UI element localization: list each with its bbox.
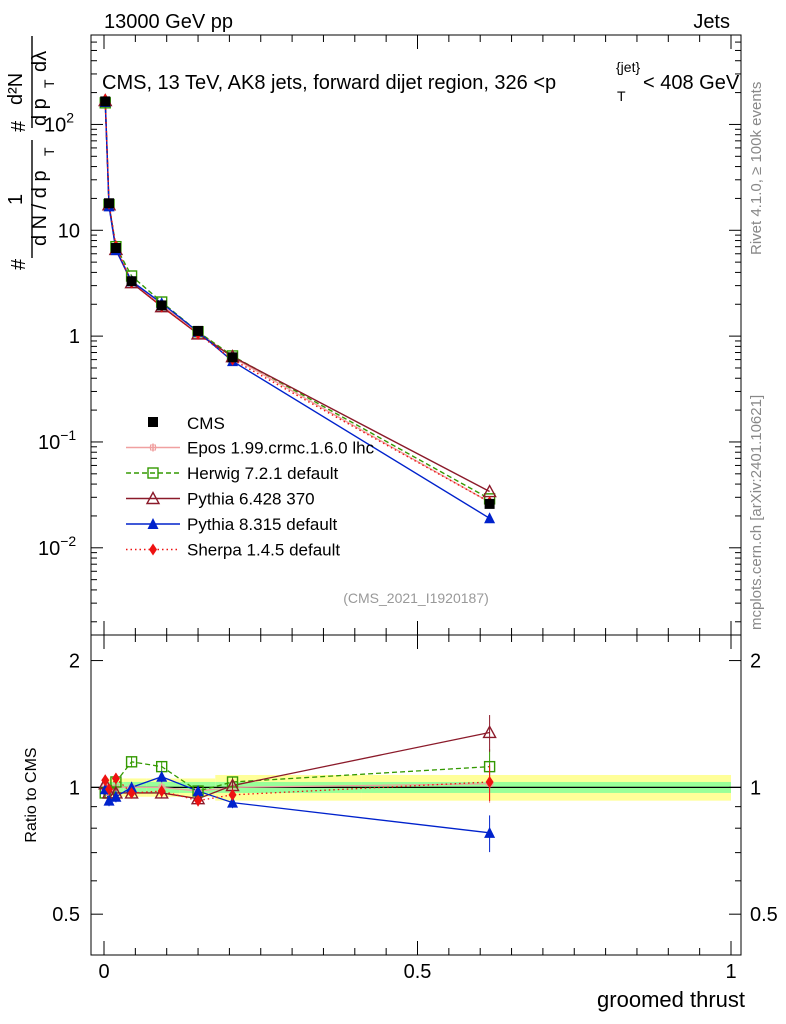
ratio-series-line — [104, 777, 490, 802]
legend-marker — [149, 543, 157, 556]
data-point — [126, 276, 137, 287]
legend-label: Pythia 6.428 370 — [187, 490, 315, 509]
y-label-right-den-sub: T — [41, 79, 57, 88]
y-label-left-den: d N / d p — [29, 170, 51, 246]
y-axis-label: # d N / d p T 1 # d²N d p T dλ — [5, 36, 57, 270]
legend-marker — [149, 443, 157, 452]
y-tick-label: 102 — [44, 109, 74, 136]
svg-text:CMS, 13 TeV, AK8 jets, forward: CMS, 13 TeV, AK8 jets, forward dijet reg… — [102, 72, 556, 94]
y-tick-label: 10−2 — [38, 533, 76, 560]
data-point — [227, 352, 238, 363]
data-point — [193, 325, 204, 336]
legend-entry: Pythia 8.315 default — [126, 515, 338, 534]
series-line — [104, 100, 490, 493]
legend-label: Epos 1.99.crmc.1.6.0 lhc — [187, 439, 375, 458]
x-tick-label: 0 — [98, 961, 109, 983]
site-label: mcplots.cern.ch [arXiv:2401.10621] — [748, 395, 765, 630]
data-point — [484, 498, 495, 509]
ratio-point — [105, 783, 114, 796]
ratio-tick-label: 1 — [69, 777, 80, 799]
series-line — [104, 101, 490, 519]
ratio-point — [110, 790, 122, 802]
legend-marker — [147, 467, 159, 479]
legend-label: Pythia 8.315 default — [187, 515, 338, 534]
process-label: Jets — [693, 11, 730, 33]
ratio-series-line — [105, 761, 490, 794]
energy-label: 13000 GeV pp — [104, 11, 233, 33]
rivet-label: Rivet 4.1.0, ≥ 100k events — [748, 82, 765, 255]
series-point — [484, 512, 496, 524]
ratio-tick-label-right: 1 — [750, 777, 761, 799]
x-tick-label: 1 — [725, 961, 736, 983]
ratio-point — [125, 756, 138, 768]
title-sup: {jet} — [616, 59, 640, 75]
ratio-point — [194, 794, 203, 807]
legend-entry: Pythia 6.428 370 — [126, 490, 315, 509]
ratio-point — [101, 774, 110, 787]
legend-entry: CMS — [148, 414, 225, 433]
data-point — [104, 198, 115, 209]
title-sub: T — [617, 88, 626, 104]
data-point — [156, 300, 167, 311]
ratio-tick-label-right: 2 — [750, 651, 761, 673]
main-axis-ticks: 10−2 10−1 1 10 102 0 0.5 1 — [38, 34, 741, 983]
ratio-point — [126, 781, 138, 793]
ratio-point — [485, 775, 494, 788]
y-label-hash-left: # — [8, 258, 30, 270]
legend-label: Sherpa 1.4.5 default — [187, 541, 340, 560]
title-tail: < 408 GeV — [643, 72, 740, 94]
analysis-watermark: (CMS_2021_I1920187) — [343, 590, 489, 606]
y-label-right-num: d²N — [5, 73, 27, 105]
ratio-point — [227, 796, 239, 808]
x-axis-label: groomed thrust — [597, 987, 745, 1012]
ratio-axis-ticks: 0.5 0.5 1 1 2 2 — [52, 651, 778, 927]
legend-entry: Epos 1.99.crmc.1.6.0 lhc — [126, 439, 375, 458]
y-label-one: 1 — [5, 194, 27, 205]
ratio-point — [192, 785, 204, 797]
ratio-series-layer — [98, 715, 497, 853]
main-data-layer — [100, 96, 495, 509]
data-point — [110, 243, 121, 254]
y-label-right-den-tail: dλ — [29, 51, 51, 72]
ratio-tick-label: 2 — [69, 651, 80, 673]
legend-marker — [145, 491, 161, 505]
x-tick-label: 0.5 — [404, 961, 432, 983]
data-point — [100, 96, 111, 107]
legend-marker — [147, 518, 159, 529]
legend: CMS Epos 1.99.crmc.1.6.0 lhc Herwig 7.2.1 … — [126, 414, 375, 560]
ratio-point — [228, 788, 237, 801]
legend-label: Herwig 7.2.1 default — [187, 464, 338, 483]
ratio-point — [127, 786, 136, 799]
legend-entry: Herwig 7.2.1 default — [126, 464, 338, 483]
y-tick-label: 1 — [69, 326, 80, 348]
chart-title: CMS, 13 TeV, AK8 jets, forward dijet reg… — [102, 59, 740, 104]
y-label-left-den-sub: T — [41, 147, 57, 156]
ratio-point — [156, 770, 168, 782]
ratio-point — [484, 826, 496, 838]
title-main: CMS, 13 TeV, AK8 jets, forward dijet reg… — [102, 72, 556, 94]
series-line — [104, 99, 490, 503]
y-label-right-den: d p — [29, 98, 51, 126]
ratio-tick-label-right: 0.5 — [750, 904, 778, 926]
ratio-point — [103, 794, 115, 806]
ratio-tick-label: 0.5 — [52, 904, 80, 926]
ratio-point — [157, 785, 166, 798]
y-tick-label: 10−1 — [38, 427, 76, 454]
ratio-plot-frame — [90, 634, 742, 956]
legend-entry: Sherpa 1.4.5 default — [126, 541, 340, 560]
ratio-y-label: Ratio to CMS — [23, 747, 40, 842]
legend-marker — [148, 417, 158, 427]
legend-label: CMS — [187, 414, 225, 433]
ratio-point — [482, 725, 497, 739]
ratio-point — [111, 772, 120, 785]
y-tick-label: 10 — [58, 220, 80, 242]
y-label-hash-right: # — [8, 120, 30, 132]
